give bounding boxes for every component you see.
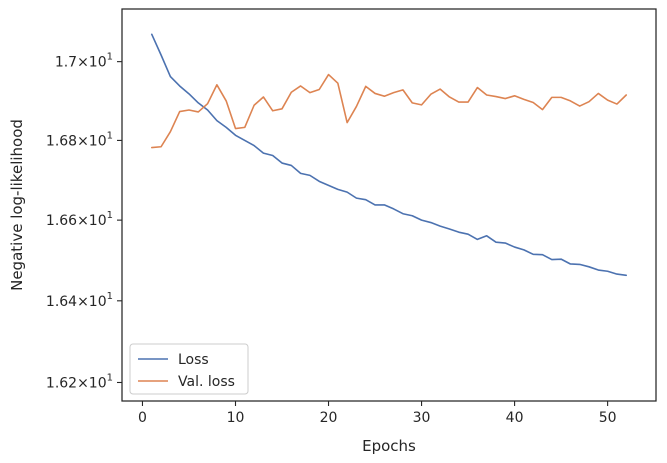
x-tick-label: 20 (320, 410, 338, 426)
x-axis: 0 10 20 30 40 50 (138, 401, 617, 426)
legend-label-loss: Loss (178, 352, 209, 368)
series-line-loss (150, 33, 628, 277)
series-line-val-loss (150, 73, 628, 149)
y-tick-label: 1.66×101 (46, 210, 113, 229)
x-tick-label: 30 (413, 410, 431, 426)
x-tick-label: 50 (599, 410, 617, 426)
y-tick-label: 1.7×101 (55, 52, 113, 71)
y-axis: 1.62×101 1.64×101 1.66×101 1.68×101 1.7×101 (46, 52, 122, 391)
x-tick-label: 0 (138, 410, 147, 426)
y-tick-label: 1.62×101 (46, 372, 113, 391)
x-tick-label: 10 (227, 410, 245, 426)
x-axis-label: Epochs (362, 437, 416, 455)
y-axis-label: Negative log-likelihood (8, 119, 26, 291)
legend: Loss Val. loss (129, 343, 249, 395)
series-lines (150, 33, 628, 277)
y-tick-label: 1.68×101 (46, 130, 113, 149)
axes-frame (121, 8, 657, 402)
x-tick-label: 40 (506, 410, 524, 426)
legend-label-val-loss: Val. loss (178, 374, 235, 390)
y-tick-label: 1.64×101 (46, 291, 113, 310)
